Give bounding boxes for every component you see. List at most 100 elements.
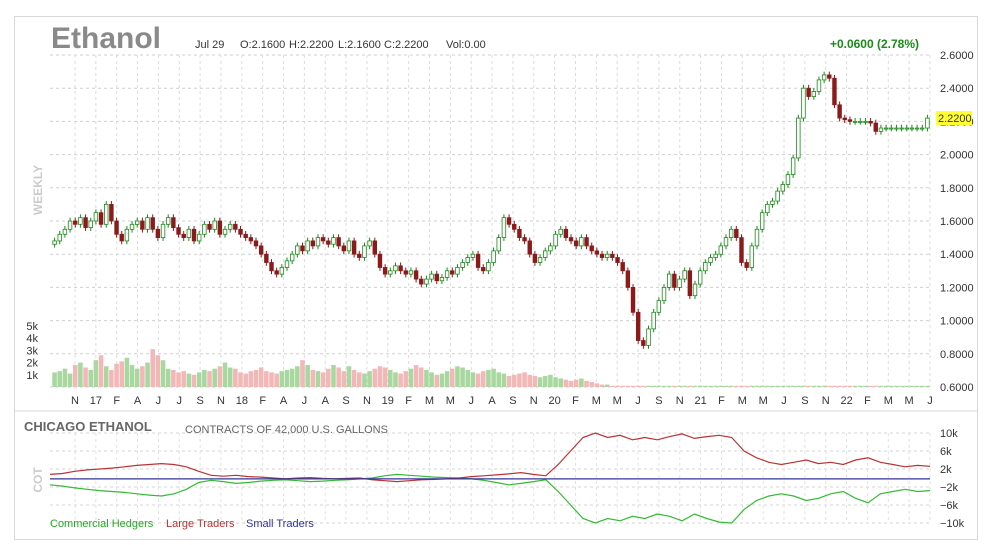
candle — [67, 220, 73, 230]
candle — [863, 121, 868, 123]
volume-bar — [196, 372, 202, 387]
y-tick-label: 1.0000 — [940, 316, 974, 328]
candle — [832, 77, 837, 106]
volume-bar — [537, 377, 543, 387]
candle — [543, 250, 548, 258]
header-open: O:2.1600 — [240, 39, 285, 51]
volume-bar — [708, 385, 713, 387]
candle — [124, 228, 130, 242]
candle — [682, 270, 687, 280]
x-tick-label: J — [302, 395, 308, 407]
candle — [57, 233, 62, 242]
volume-bar — [630, 385, 636, 387]
candle — [656, 300, 662, 313]
candle — [155, 228, 161, 239]
volume-bar — [666, 385, 672, 387]
x-tick-label: J — [781, 395, 787, 407]
volume-bar — [269, 372, 274, 387]
x-tick-label: 22 — [840, 395, 852, 407]
y-tick-label: 2.4000 — [940, 83, 974, 95]
volume-bar — [625, 385, 631, 387]
x-tick-label: A — [488, 395, 496, 407]
candle — [52, 240, 57, 245]
x-tick-label: N — [217, 395, 225, 407]
candle — [641, 340, 646, 346]
candle — [723, 237, 729, 247]
volume-bar — [801, 385, 806, 387]
candle — [842, 117, 847, 121]
volume-bar — [186, 373, 192, 387]
volume-bar — [403, 371, 409, 387]
candle — [284, 260, 290, 268]
candle — [93, 212, 99, 222]
volume-bar — [548, 374, 553, 387]
volume-bar — [511, 374, 517, 387]
x-tick-label: 17 — [90, 395, 102, 407]
candle — [827, 74, 832, 79]
candle — [62, 228, 68, 235]
legend-large: Large Traders — [166, 518, 235, 530]
candle — [759, 212, 765, 230]
candle — [651, 311, 656, 330]
candle — [388, 270, 393, 275]
candle — [460, 262, 465, 268]
volume-bar — [739, 385, 744, 387]
volume-bar — [604, 384, 610, 387]
candle — [346, 240, 352, 252]
candle — [243, 233, 248, 238]
volume-tick-label: 3k — [26, 345, 38, 357]
candle — [697, 270, 703, 285]
legend-small: Small Traders — [246, 518, 314, 530]
volume-bar — [635, 385, 641, 387]
candle — [604, 253, 610, 258]
candle — [104, 203, 109, 225]
candle — [341, 245, 347, 252]
candle — [790, 157, 796, 175]
candle — [315, 237, 321, 247]
candle — [470, 253, 476, 258]
volume-bar — [687, 385, 693, 387]
volume-bar — [888, 385, 894, 387]
volume-bar — [351, 369, 357, 387]
candle — [692, 283, 698, 297]
volume-bar — [863, 385, 868, 387]
candle — [129, 223, 135, 230]
volume-bar — [925, 385, 930, 387]
y-tick-label: 0.8000 — [940, 349, 974, 361]
candle — [372, 240, 378, 255]
volume-bar — [827, 385, 832, 387]
volume-bar — [728, 385, 734, 387]
candle — [584, 237, 589, 247]
volume-bar — [367, 371, 372, 387]
volume-bar — [703, 385, 708, 387]
volume-bar — [697, 385, 703, 387]
candle — [496, 237, 501, 252]
candle — [274, 270, 279, 275]
volume-bar — [305, 365, 310, 387]
last-price-label: 2.2200 — [938, 113, 972, 125]
legend-commercial: Commercial Hedgers — [50, 518, 154, 530]
volume-bar — [62, 368, 68, 387]
candle — [150, 217, 155, 230]
x-tick-label: J — [156, 395, 162, 407]
candle — [73, 220, 78, 225]
volume-bar — [326, 368, 331, 387]
candle — [424, 278, 429, 285]
candle — [465, 257, 470, 263]
volume-bar — [646, 385, 651, 387]
x-tick-label: M — [759, 395, 768, 407]
x-tick-label: J — [927, 395, 933, 407]
candle — [677, 278, 682, 288]
candle — [765, 203, 770, 214]
volume-bar — [72, 365, 78, 387]
x-tick-label: M — [613, 395, 622, 407]
candle — [393, 265, 398, 272]
candle — [728, 228, 734, 239]
candle — [160, 223, 166, 239]
volume-bar — [692, 385, 698, 387]
candle — [455, 267, 460, 275]
candle — [920, 127, 925, 130]
candle — [382, 267, 388, 275]
volume-bar — [501, 373, 507, 387]
candle — [305, 240, 310, 252]
